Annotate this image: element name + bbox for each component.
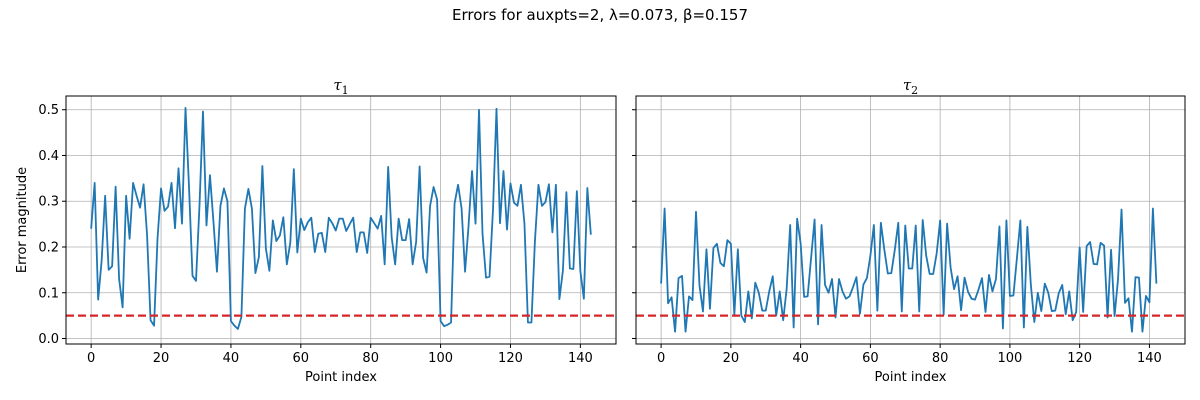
panel-title-symbol: τ	[333, 76, 342, 94]
plot-frame	[65, 95, 617, 345]
y-axis-label: Error magnitude	[15, 167, 30, 273]
figure-suptitle: Errors for auxpts=2, λ=0.073, β=0.157	[452, 6, 748, 24]
error-series-line	[90, 107, 592, 330]
x-tick-label: 60	[293, 351, 310, 366]
panel-title: τ2	[903, 76, 918, 97]
x-tick-label: 80	[362, 351, 379, 366]
panel-title-symbol: τ	[903, 76, 912, 94]
x-tick-label: 120	[1067, 351, 1092, 366]
panel-title-subscript: 1	[342, 84, 349, 97]
x-tick-label: 0	[87, 351, 95, 366]
x-tick-label: 140	[568, 351, 593, 366]
chart-panel-tau2: 0 20 40 60 80 100 120 140 τ2 Point index	[632, 76, 1186, 385]
x-tick-label: 140	[1137, 351, 1162, 366]
x-tick-label: 0	[657, 351, 665, 366]
y-tick-label: 0.4	[38, 149, 59, 164]
x-tick-label: 60	[862, 351, 879, 366]
y-tick-label: 0.5	[38, 103, 59, 118]
panel-title-subscript: 2	[911, 84, 918, 97]
x-axis-label: Point index	[875, 370, 947, 385]
y-tick-label: 0.1	[38, 286, 59, 301]
error-series-line	[660, 207, 1158, 333]
x-tick-label: 40	[223, 351, 240, 366]
x-tick-label: 120	[498, 351, 523, 366]
x-axis-label: Point index	[305, 370, 377, 385]
y-tick-label: 0.0	[38, 332, 59, 347]
x-tick-label: 100	[997, 351, 1022, 366]
x-tick-label: 20	[153, 351, 170, 366]
panel-title: τ1	[333, 76, 348, 97]
x-tick-label: 100	[428, 351, 453, 366]
y-tick-label: 0.3	[38, 195, 59, 210]
x-tick-label: 80	[932, 351, 949, 366]
x-tick-label: 20	[723, 351, 740, 366]
x-tick-label: 40	[792, 351, 809, 366]
chart-panel-tau1: 0 20 40 60 80 100 120 140 0.0 0.1 0.2 0.3 0.4 0.5 τ1 Po…	[15, 76, 617, 385]
plot-frame	[635, 95, 1186, 345]
y-tick-label: 0.2	[38, 240, 59, 255]
